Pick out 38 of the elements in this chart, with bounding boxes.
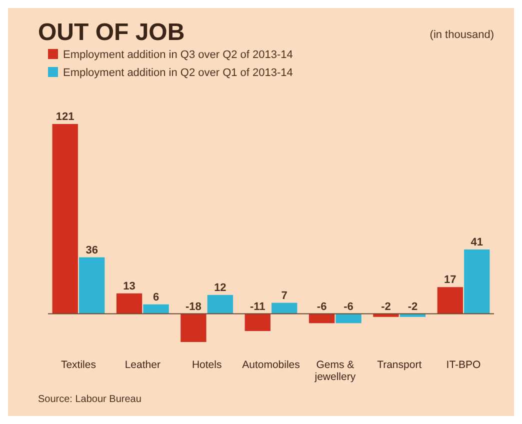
data-label: 6 — [152, 291, 160, 304]
x-tick-label: Transport — [377, 359, 422, 371]
data-label: 41 — [470, 236, 484, 248]
bar — [464, 249, 490, 314]
data-label: -6 — [344, 300, 354, 313]
data-label: -6 — [316, 300, 327, 313]
bar — [116, 293, 142, 314]
bar — [180, 314, 206, 342]
bar — [244, 314, 270, 332]
data-label: -2 — [408, 300, 418, 313]
x-tick-label: Leather — [124, 359, 161, 371]
data-label: -18 — [186, 300, 202, 313]
data-label: 121 — [56, 111, 74, 123]
legend-label: Employment addition in Q2 over Q1 of 2013-14 — [63, 67, 293, 79]
data-label: 36 — [86, 244, 98, 256]
x-tick-label: Textiles — [60, 359, 96, 371]
bar — [79, 257, 105, 314]
data-label: -2 — [381, 300, 391, 313]
data-label: 12 — [214, 282, 226, 294]
x-tick-label: Hotels — [192, 359, 222, 371]
bar — [52, 124, 78, 314]
bar — [308, 314, 335, 324]
chart-title: OUT OF JOB — [38, 19, 185, 46]
bar — [272, 302, 298, 314]
source-note: Source: Labour Bureau — [38, 394, 142, 405]
x-tick-label: Gems & jewellery — [314, 359, 356, 383]
bar — [207, 294, 234, 314]
data-label: 7 — [281, 290, 288, 302]
bar — [143, 304, 169, 314]
bar — [336, 314, 362, 324]
x-tick-label: IT-BPO — [446, 359, 481, 371]
bar — [437, 287, 463, 314]
chart-subtitle: (in thousand) — [430, 29, 494, 41]
legend-label: Employment addition in Q3 over Q2 of 2013-14 — [63, 49, 293, 61]
x-tick-label: Automobiles — [242, 359, 300, 371]
data-label: 17 — [444, 274, 456, 286]
data-label: 13 — [123, 280, 136, 292]
data-label: -11 — [250, 300, 266, 313]
